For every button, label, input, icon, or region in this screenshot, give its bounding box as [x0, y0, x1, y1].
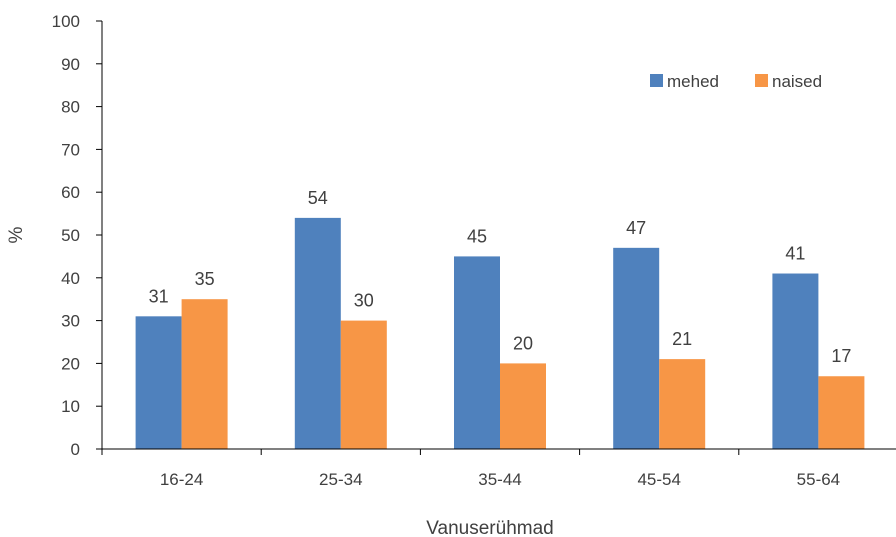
bar-naised-16-24	[181, 299, 228, 449]
bar-mehed-25-34	[294, 217, 341, 449]
y-tick-label: 50	[61, 226, 80, 245]
y-tick-label: 0	[71, 440, 80, 459]
x-tick-label: 55-64	[797, 470, 840, 489]
y-tick-label: 10	[61, 397, 80, 416]
x-axis-title: Vanuserühmad	[426, 518, 553, 537]
data-label: 30	[354, 291, 374, 311]
data-label: 45	[467, 226, 487, 246]
data-label: 17	[831, 346, 851, 366]
bar-naised-35-44	[500, 363, 546, 449]
y-tick-label: 100	[52, 12, 80, 31]
data-labels: 31 54 45 47 41 35 30 20 21 17	[149, 188, 852, 366]
bar-naised-55-64	[818, 376, 865, 449]
data-label: 35	[195, 269, 215, 289]
data-label: 47	[626, 218, 646, 238]
legend-label: naised	[772, 72, 822, 91]
y-tick-label: 70	[61, 140, 80, 159]
data-label: 41	[785, 244, 805, 264]
bar-mehed-45-54	[613, 247, 660, 449]
bars	[135, 217, 865, 449]
x-tick-label: 45-54	[637, 470, 680, 489]
bar-mehed-16-24	[135, 316, 182, 449]
bar-mehed-55-64	[772, 273, 819, 449]
x-axis-ticks: 16-24 25-34 35-44 45-54 55-64	[101, 449, 840, 489]
y-tick-label: 20	[61, 354, 80, 373]
y-tick-label: 90	[61, 55, 80, 74]
data-label: 54	[308, 188, 328, 208]
x-tick-label: 35-44	[478, 470, 521, 489]
data-label: 20	[513, 333, 533, 353]
y-axis-title: %	[6, 226, 27, 243]
bar-naised-25-34	[340, 320, 387, 449]
y-tick-label: 60	[61, 183, 80, 202]
data-label: 31	[149, 286, 169, 306]
data-label: 21	[672, 329, 692, 349]
bar-naised-45-54	[659, 359, 706, 449]
y-tick-label: 40	[61, 269, 80, 288]
bar-mehed-35-44	[454, 256, 500, 449]
legend-swatch-naised	[755, 74, 768, 87]
x-tick-label: 25-34	[319, 470, 362, 489]
y-tick-label: 30	[61, 312, 80, 331]
y-axis-ticks: 0 10 20 30 40 50 60 70 80 90 100	[52, 12, 102, 459]
legend: mehed naised	[650, 72, 822, 91]
legend-swatch-mehed	[650, 74, 663, 87]
legend-label: mehed	[667, 72, 719, 91]
y-tick-label: 80	[61, 98, 80, 117]
x-tick-label: 16-24	[160, 470, 203, 489]
